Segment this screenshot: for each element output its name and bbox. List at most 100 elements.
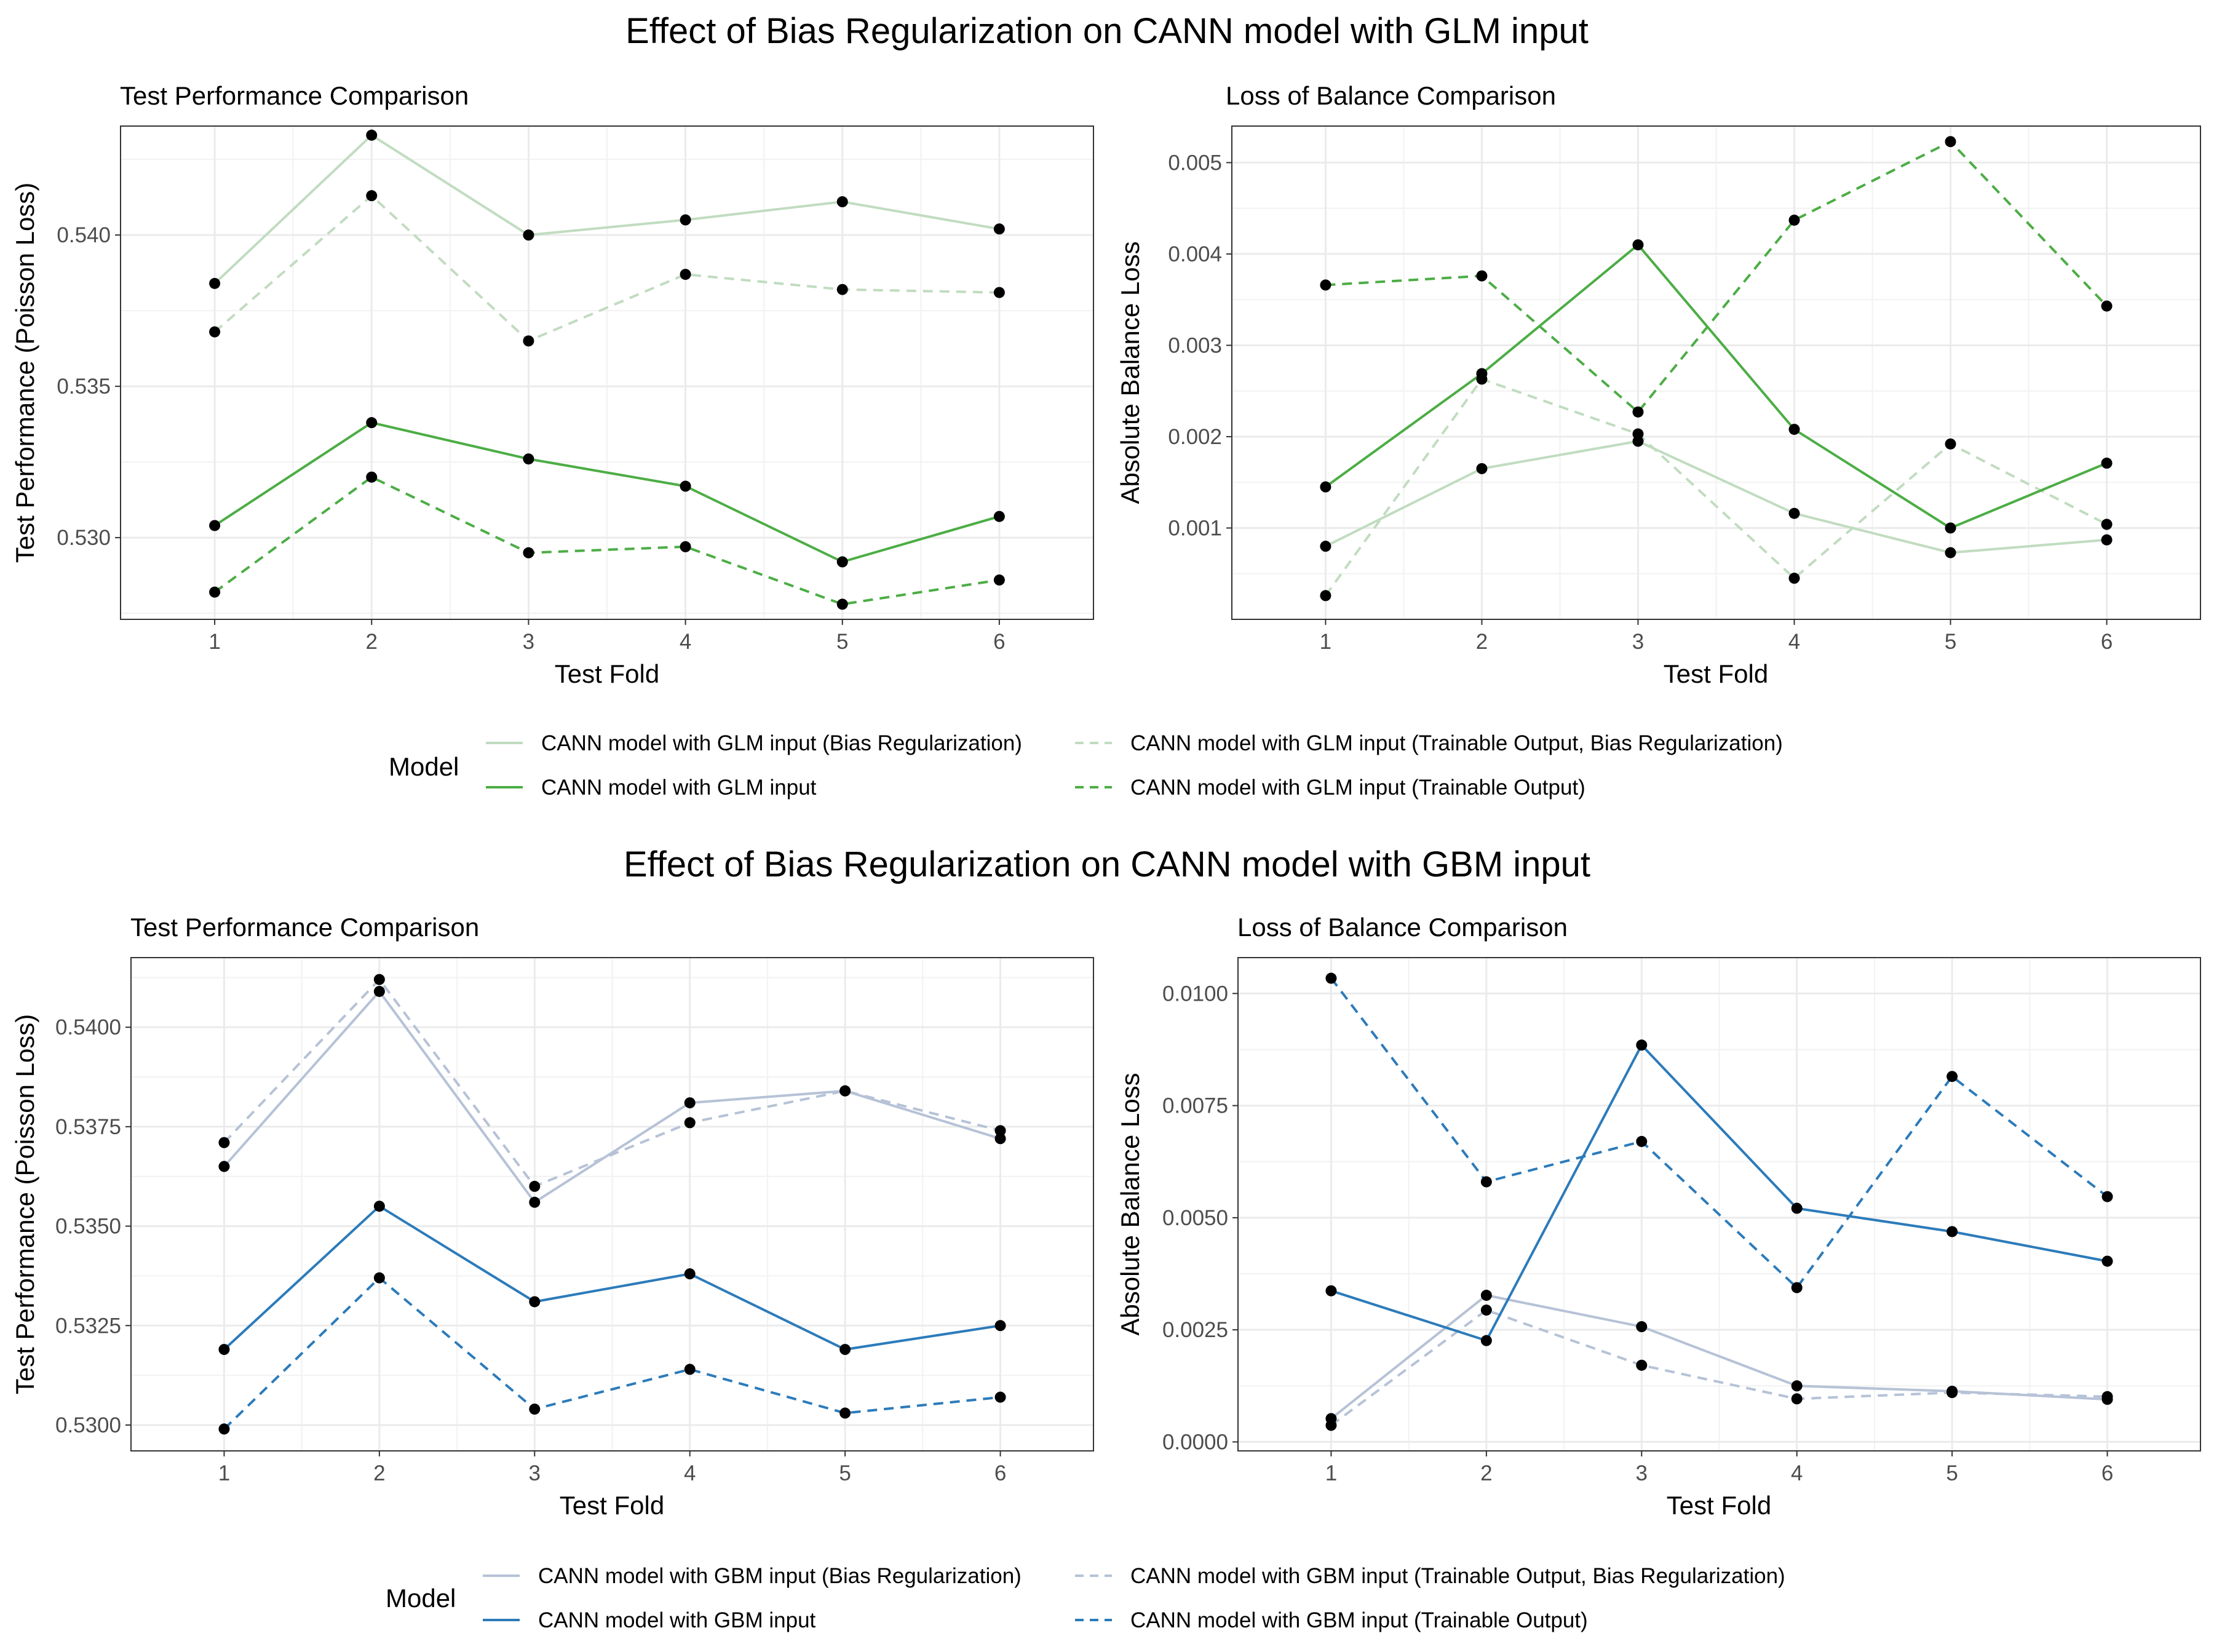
data-point — [209, 277, 221, 289]
panel-title: Test Performance Comparison — [120, 81, 469, 110]
gridlines — [1232, 126, 2200, 619]
y-tick-label: 0.0075 — [1162, 1094, 1228, 1118]
data-point — [529, 1180, 541, 1192]
series-line-0 — [213, 133, 1000, 285]
y-axis-title: Test Performance (Poisson Loss) — [10, 183, 39, 563]
y-tick-label: 0.004 — [1168, 242, 1222, 266]
y-axis-title: Absolute Balance Loss — [1116, 241, 1145, 504]
data-point — [1632, 406, 1644, 418]
data-point — [1480, 1335, 1492, 1346]
plot-border — [1231, 125, 2201, 620]
plot-border — [1237, 957, 2201, 1451]
data-point — [2101, 534, 2113, 546]
data-point — [373, 1272, 385, 1284]
data-point — [1791, 1393, 1803, 1405]
data-point — [366, 129, 378, 141]
y-tick-label: 0.0050 — [1162, 1206, 1228, 1230]
data-point — [218, 1137, 230, 1148]
data-point — [2101, 300, 2113, 312]
data-point — [1636, 1321, 1648, 1333]
data-point — [1636, 1039, 1648, 1051]
series-line-2 — [1330, 1044, 2108, 1342]
data-point — [2101, 1391, 2113, 1402]
data-point — [1320, 590, 1331, 602]
glm-balance-panel: Loss of Balance Comparison 0.0010.0020.0… — [1116, 81, 2201, 688]
x-axis-title: Test Fold — [560, 1491, 664, 1520]
series-layer — [1325, 972, 2113, 1431]
data-point — [1325, 1285, 1337, 1297]
legend-title: Model — [386, 1584, 456, 1613]
data-point — [529, 1404, 541, 1415]
data-point — [1945, 136, 1956, 148]
y-tick-label: 0.001 — [1168, 516, 1222, 540]
data-point — [836, 196, 848, 208]
data-point — [993, 574, 1005, 586]
data-point — [209, 586, 221, 598]
x-tick-label: 6 — [993, 630, 1005, 654]
data-point — [1320, 481, 1331, 493]
series-layer — [209, 129, 1005, 610]
top-section-title: Effect of Bias Regularization on CANN mo… — [625, 11, 1589, 51]
data-point — [1325, 1420, 1337, 1431]
data-point — [993, 287, 1005, 298]
panel-title: Test Performance Comparison — [130, 913, 479, 942]
data-point — [529, 1196, 541, 1208]
gbm-test-performance-panel: Test Performance Comparison 0.5300 0.5325… — [10, 913, 1094, 1520]
x-tick-label: 5 — [839, 1461, 851, 1485]
data-point — [1946, 1226, 1958, 1237]
gbm-balance-panel: Loss of Balance Comparison 0.00000.00250… — [1116, 913, 2201, 1520]
y-tick-label: 0.530 — [57, 526, 111, 550]
series-line-1 — [1330, 1309, 2108, 1427]
data-point — [2101, 518, 2113, 530]
x-tick-label: 3 — [1632, 630, 1644, 654]
data-point — [994, 1391, 1006, 1403]
glm-test-performance-panel: Test Performance Comparison 0.5300.5350.… — [10, 81, 1094, 688]
panel-title: Loss of Balance Comparison — [1226, 81, 1556, 110]
tick-layer: 0.530 0.535 0.540 1 2 3 4 5 6 — [57, 223, 1005, 654]
y-axis-title: Absolute Balance Loss — [1116, 1073, 1145, 1335]
legend-label: CANN model with GBM input (Trainable Out… — [1130, 1564, 1785, 1588]
legend-label: CANN model with GLM input — [541, 776, 817, 800]
x-axis-title: Test Fold — [555, 659, 659, 688]
y-tick-label: 0.003 — [1168, 333, 1222, 357]
data-point — [836, 556, 848, 568]
data-point — [523, 335, 534, 347]
legend-label: CANN model with GLM input (Bias Regulari… — [541, 731, 1022, 755]
x-tick-label: 2 — [1476, 630, 1488, 654]
plot-border — [130, 957, 1094, 1451]
y-tick-label: 0.5400 — [55, 1015, 121, 1039]
data-point — [836, 284, 848, 295]
data-point — [366, 190, 378, 202]
x-tick-label: 6 — [2101, 630, 2113, 654]
series-layer — [1320, 136, 2113, 602]
data-point — [684, 1117, 696, 1129]
data-point — [1791, 1202, 1803, 1214]
legend-label: CANN model with GLM input (Trainable Out… — [1130, 731, 1783, 755]
data-point — [1480, 1305, 1492, 1316]
y-tick-label: 0.5350 — [55, 1215, 121, 1239]
legend-title: Model — [389, 752, 459, 781]
data-point — [1320, 541, 1331, 552]
x-tick-label: 2 — [373, 1461, 385, 1485]
x-tick-label: 3 — [523, 630, 534, 654]
data-point — [1480, 1290, 1492, 1301]
data-point — [1476, 368, 1488, 379]
data-point — [684, 1268, 696, 1280]
y-tick-label: 0.0100 — [1162, 982, 1228, 1006]
x-tick-label: 4 — [680, 630, 691, 654]
data-point — [1325, 972, 1337, 984]
data-point — [680, 541, 691, 552]
data-point — [523, 229, 534, 241]
panel-title: Loss of Balance Comparison — [1237, 913, 1568, 942]
x-tick-label: 2 — [1480, 1461, 1492, 1485]
x-tick-label: 4 — [684, 1461, 696, 1485]
data-point — [1945, 522, 1956, 534]
data-point — [839, 1344, 851, 1356]
data-point — [2101, 1255, 2113, 1267]
series-line-2 — [1325, 244, 2108, 530]
data-point — [994, 1320, 1006, 1332]
x-tick-label: 5 — [836, 630, 848, 654]
x-tick-label: 1 — [218, 1461, 230, 1485]
data-point — [1476, 463, 1488, 474]
